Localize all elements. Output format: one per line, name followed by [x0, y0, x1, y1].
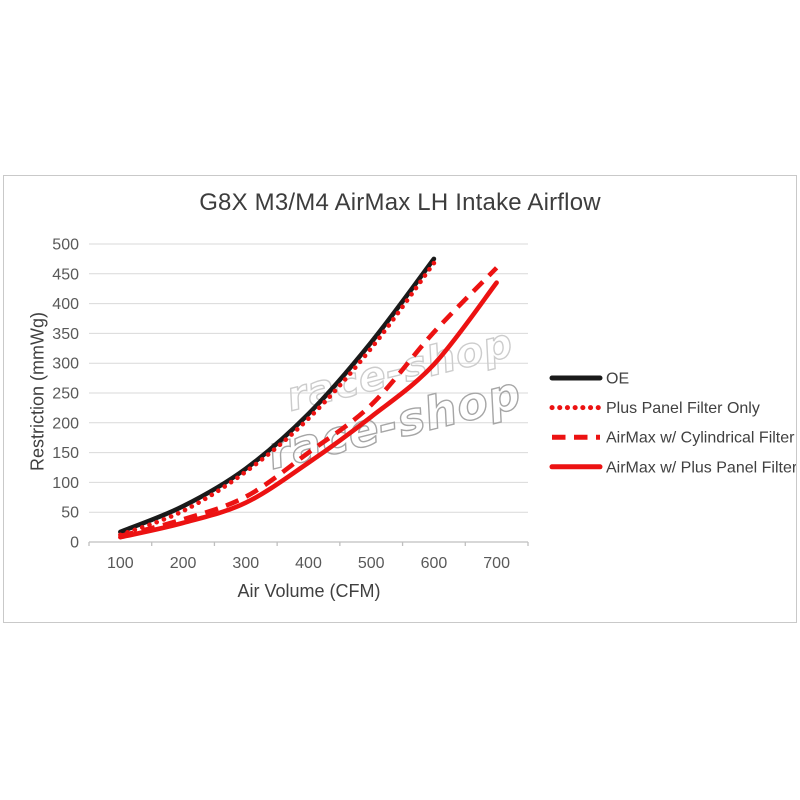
series-line-airmax-w-cylindrical-filter	[119, 266, 499, 539]
series-line-airmax-w-plus-panel-filter	[118, 280, 499, 540]
y-tick-label: 0	[70, 535, 79, 552]
series-line-oe	[118, 256, 437, 535]
series-line-plus-panel-filter-only	[118, 260, 437, 538]
x-tick-label: 500	[358, 555, 385, 572]
y-tick-label: 450	[52, 266, 79, 283]
x-tick-label: 400	[295, 555, 322, 572]
y-tick-label: 150	[52, 445, 79, 462]
legend-label: Plus Panel Filter Only	[606, 400, 760, 417]
legend-label: AirMax w/ Cylindrical Filter	[606, 430, 795, 447]
y-tick-label: 300	[52, 356, 79, 373]
y-axis-title: Restriction (mmWg)	[27, 312, 48, 472]
chart-panel: G8X M3/M4 AirMax LH Intake Airflow race-…	[3, 175, 797, 623]
legend-label: OE	[606, 371, 629, 388]
x-tick-label: 300	[232, 555, 259, 572]
x-tick-label: 600	[421, 555, 448, 572]
x-tick-label: 700	[483, 555, 510, 572]
y-tick-label: 100	[52, 475, 79, 492]
y-tick-label: 250	[52, 386, 79, 403]
x-axis-title: Air Volume (CFM)	[237, 581, 381, 601]
y-tick-label: 400	[52, 296, 79, 313]
x-tick-label: 100	[107, 555, 134, 572]
legend-label: AirMax w/ Plus Panel Filter	[606, 459, 796, 476]
y-tick-label: 350	[52, 326, 79, 343]
x-tick-label: 200	[170, 555, 197, 572]
y-tick-label: 50	[61, 505, 79, 522]
y-tick-label: 500	[52, 237, 79, 254]
chart-title: G8X M3/M4 AirMax LH Intake Airflow	[199, 189, 601, 216]
y-tick-label: 200	[52, 415, 79, 432]
chart-canvas: race-shoprace-shop0501001502002503003504…	[52, 237, 796, 573]
